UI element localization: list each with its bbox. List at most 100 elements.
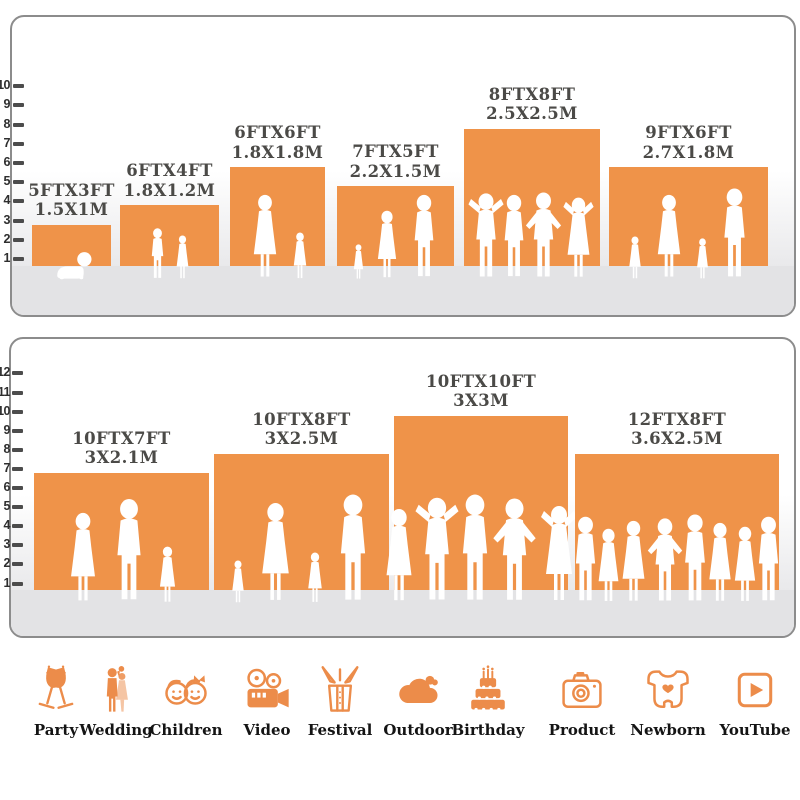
axis-tick-mark <box>12 543 23 548</box>
axis-tick-label: 8 <box>3 441 11 456</box>
person-silhouette-woman <box>371 210 403 280</box>
axis-tick-mark <box>12 524 23 529</box>
person-silhouette-girl <box>289 232 311 280</box>
axis-tick-label: 1 <box>3 251 11 265</box>
category-label: Festival <box>307 721 373 739</box>
backdrop-bar <box>575 453 779 590</box>
backdrop-bar <box>120 205 219 266</box>
y-axis-upper: 1 2 3 4 5 6 7 8 9 10 <box>0 15 11 313</box>
category-label: YouTube <box>719 721 791 739</box>
panel-small-medium-lower: 10FTX7FT 3X2.1M 10FTX8FT 3X2.5M 10FTX10FT 3X3… <box>9 337 796 638</box>
backdrop-size-label: 7FTX5FT 2.2X1.5M <box>350 142 442 181</box>
axis-tick-label: 3 <box>3 212 11 227</box>
product-icon <box>556 660 608 716</box>
backdrop-size-m: 2.2X1.5M <box>349 161 442 181</box>
category-label: Party <box>33 721 79 739</box>
axis-tick-mark <box>13 199 24 204</box>
people-silhouettes <box>454 192 610 280</box>
person-silhouette-baby <box>48 250 95 280</box>
axis-tick-label: 11 <box>0 384 11 399</box>
axis-tick-mark <box>12 428 23 433</box>
backdrop-size-ft: 12FTX8FT <box>627 409 727 429</box>
newborn-icon <box>642 660 694 716</box>
category-children: Children <box>138 660 234 739</box>
backdrop-size-m: 2.5X2.5M <box>486 104 578 124</box>
backdrop-size-label: 8FTX8FT 2.5X2.5M <box>486 85 578 124</box>
person-silhouette-man <box>716 188 753 280</box>
video-icon <box>241 660 293 716</box>
axis-tick-label: 7 <box>3 135 11 150</box>
category-outdoor: Outdoor <box>370 660 466 739</box>
people-silhouettes <box>220 194 335 280</box>
axis-tick-mark <box>13 122 24 127</box>
backdrop-size-label: 6FTX6FT 1.8X1.8M <box>232 123 324 162</box>
axis-tick-mark <box>12 505 23 510</box>
people-silhouettes <box>204 494 399 604</box>
person-silhouette-girl <box>693 238 712 280</box>
axis-tick-label: 5 <box>3 174 11 189</box>
people-silhouettes <box>110 228 229 280</box>
backdrop-size-ft: 6FTX6FT <box>234 123 321 143</box>
backdrop-bar <box>34 472 209 590</box>
category-label: Video <box>243 721 291 739</box>
axis-tick-mark <box>13 141 24 146</box>
backdrop-bar <box>337 186 454 266</box>
category-birthday: Birthday <box>440 660 536 739</box>
people-silhouettes <box>22 250 121 280</box>
category-label: Outdoor <box>383 721 453 739</box>
person-silhouette-girl <box>350 244 367 280</box>
person-silhouette-woman <box>245 194 285 280</box>
axis-tick-mark <box>13 84 24 89</box>
backdrop-size-ft: 9FTX6FT <box>645 123 732 143</box>
children-icon <box>160 660 212 716</box>
person-silhouette-woman <box>252 502 299 604</box>
axis-tick-label: 2 <box>3 231 11 246</box>
person-silhouette-woman <box>62 512 104 604</box>
backdrop-size-ft: 6FTX4FT <box>126 161 213 181</box>
axis-tick-mark <box>12 581 23 586</box>
backdrop-bar <box>230 167 325 266</box>
person-silhouette-man <box>407 194 441 280</box>
backdrop-size-ft: 8FTX8FT <box>488 84 576 104</box>
person-silhouette-woman-up <box>556 196 601 280</box>
category-label: Product <box>548 721 616 739</box>
backdrop-size-ft: 10FTX8FT <box>252 409 351 429</box>
axis-tick-mark <box>12 562 23 567</box>
person-silhouette-girl <box>228 560 248 604</box>
backdrop-bar <box>214 453 389 590</box>
category-product: Product <box>534 660 630 739</box>
person-silhouette-man <box>108 498 150 604</box>
axis-tick-mark <box>13 257 24 261</box>
people-silhouettes <box>384 494 578 604</box>
category-video: Video <box>219 660 315 739</box>
person-silhouette-girl <box>303 552 327 604</box>
axis-tick-label: 1 <box>3 575 11 590</box>
axis-tick-label: 10 <box>0 403 10 418</box>
axis-tick-mark <box>13 161 24 165</box>
backdrop-size-m: 3.6X2.5M <box>631 429 723 449</box>
category-label: Birthday <box>451 721 525 739</box>
backdrop-size-m: 3X2.5M <box>264 429 339 449</box>
festival-icon <box>314 660 366 716</box>
axis-tick-mark <box>12 486 23 490</box>
backdrop-size-m: 3X3M <box>453 391 509 411</box>
backdrop-bar <box>464 128 600 266</box>
backdrop-bar <box>32 224 111 266</box>
backdrop-size-label: 10FTX7FT 3X2.1M <box>72 429 170 468</box>
axis-tick-mark <box>13 218 24 223</box>
category-party: Party <box>8 660 104 739</box>
outdoor-icon <box>392 660 444 716</box>
birthday-icon <box>462 660 514 716</box>
people-silhouettes <box>24 498 219 604</box>
backdrop-size-label: 10FTX10FT 3X3M <box>426 372 536 411</box>
axis-tick-label: 6 <box>3 480 11 494</box>
axis-tick-label: 8 <box>3 116 11 131</box>
axis-tick-mark <box>13 103 24 108</box>
category-youtube: YouTube <box>707 660 800 739</box>
axis-tick-label: 3 <box>3 537 11 552</box>
floor <box>12 266 794 315</box>
axis-tick-label: 9 <box>3 422 11 437</box>
backdrop-size-label: 12FTX8FT 3.6X2.5M <box>628 410 726 449</box>
y-axis-lower: 1 2 3 4 5 6 7 8 9 10 11 12 <box>0 337 11 634</box>
axis-tick-mark <box>12 371 23 376</box>
